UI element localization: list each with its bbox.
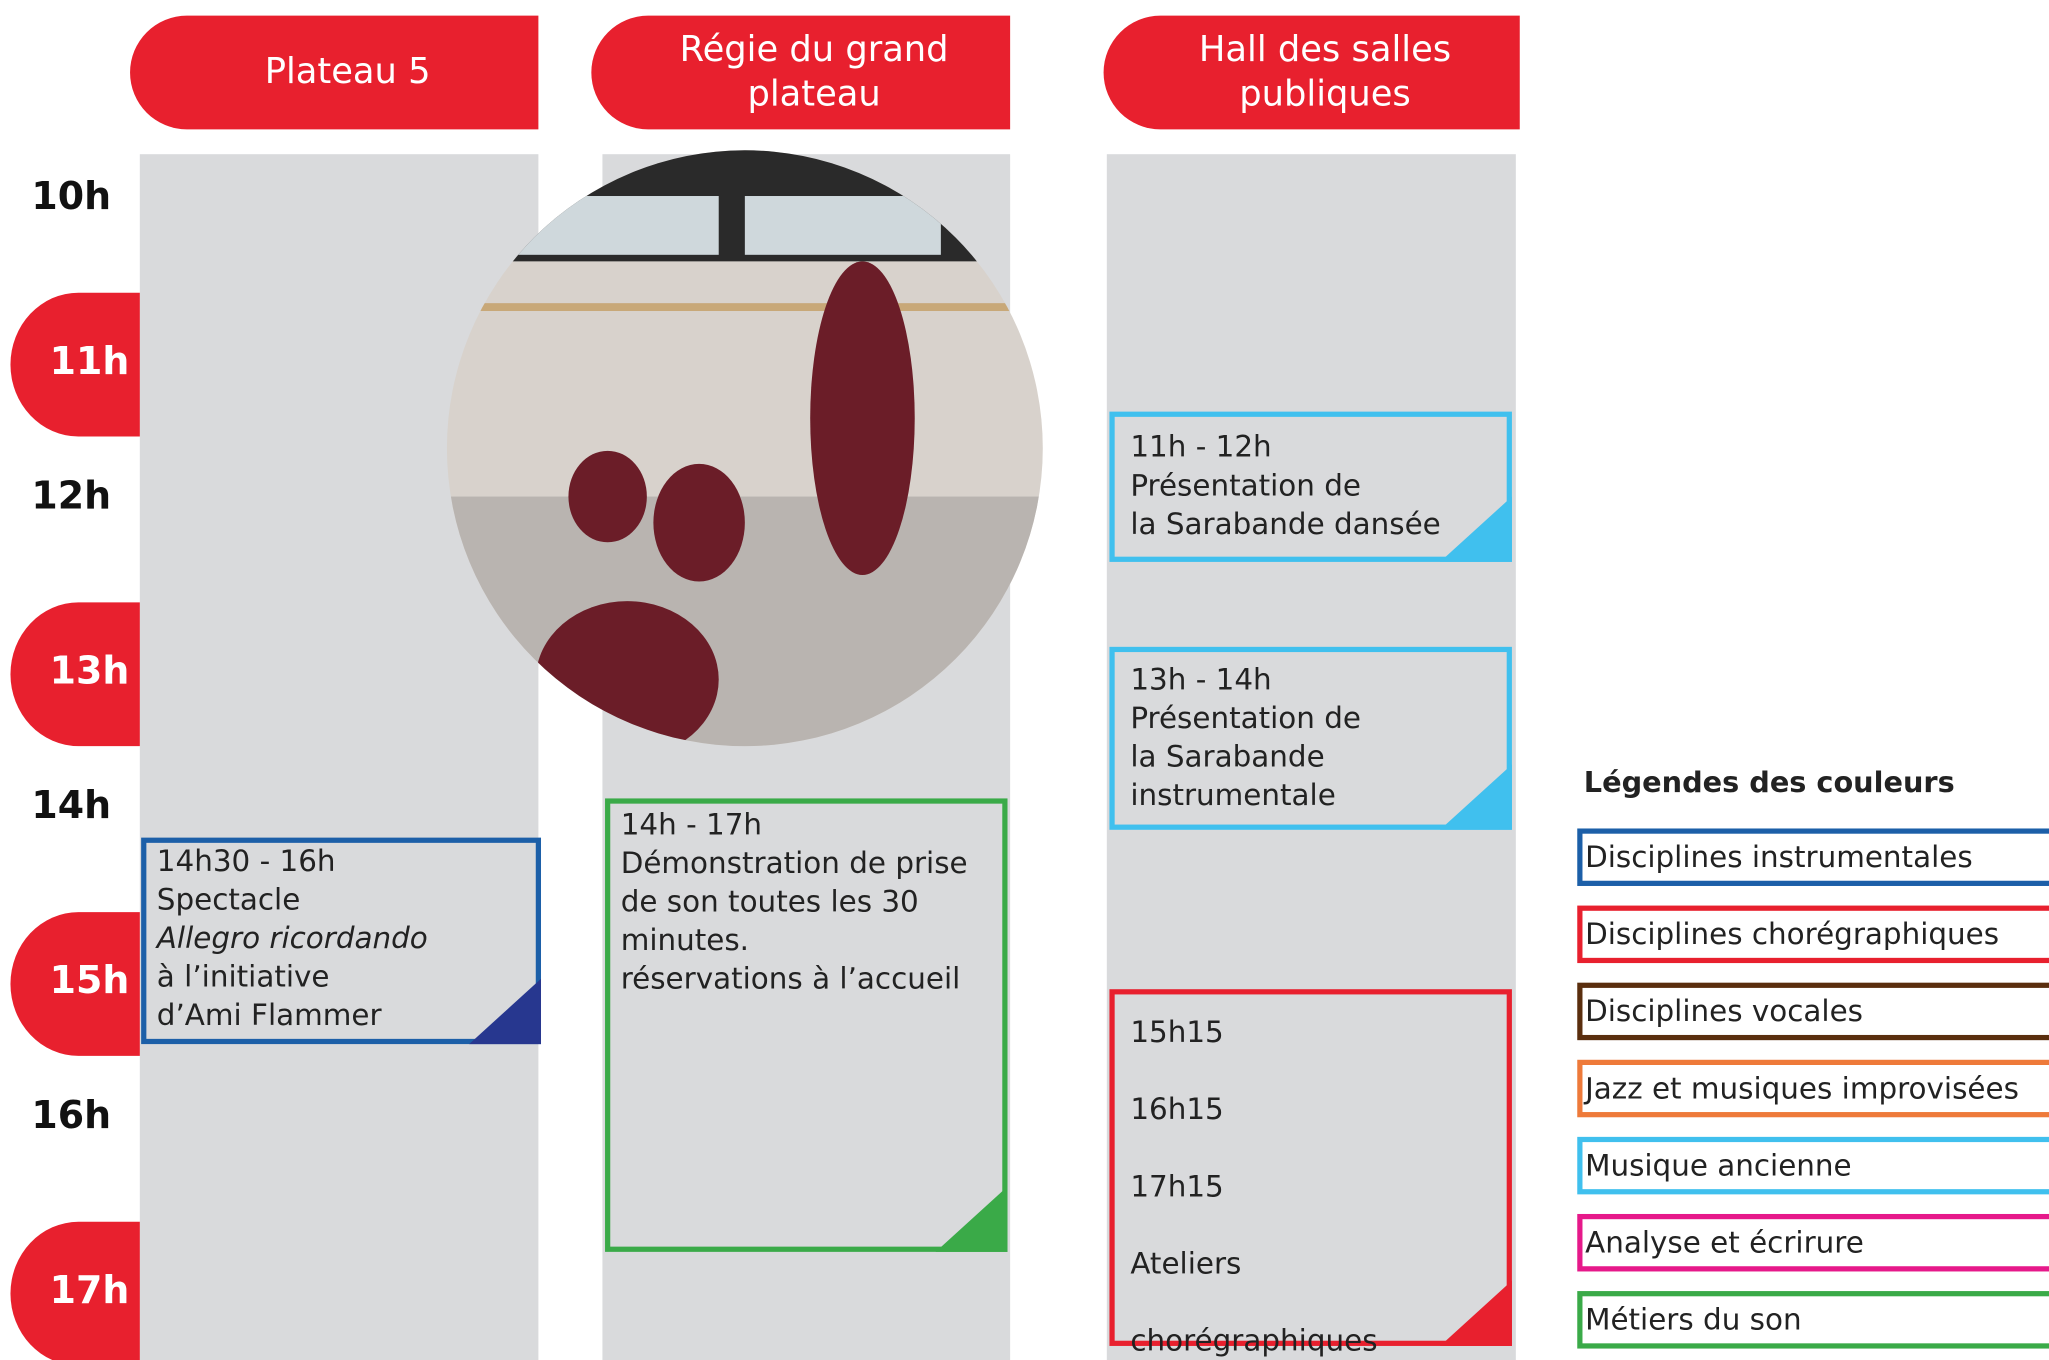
event-box xyxy=(1109,411,1512,562)
hour-label: 17h xyxy=(50,1268,130,1312)
legend-box xyxy=(1577,1136,2049,1195)
event-corner xyxy=(935,1186,1008,1252)
legend-box xyxy=(1577,1213,2049,1272)
photo-dancer xyxy=(568,450,647,543)
column-title: Régie du grand xyxy=(680,29,949,70)
hour-bubble xyxy=(10,1221,140,1360)
event-text: Allegro ricordando xyxy=(155,921,428,955)
column-title: Plateau 5 xyxy=(265,51,431,92)
photo-dancer xyxy=(653,463,745,582)
hour-bubble xyxy=(10,602,140,747)
hour-label: 10h xyxy=(31,174,111,218)
column-header xyxy=(1103,15,1520,130)
event-text: 15h15 xyxy=(1130,1015,1223,1049)
column-bg xyxy=(1106,154,1516,1360)
legend-label: Disciplines instrumentales xyxy=(1585,840,1973,874)
event-text: 11h - 12h xyxy=(1130,430,1271,464)
event-text: minutes. xyxy=(621,923,749,957)
legend-label: Disciplines chorégraphiques xyxy=(1585,917,1999,951)
column-header xyxy=(130,15,539,130)
photo-barre xyxy=(470,303,1020,312)
legend-label: Musique ancienne xyxy=(1585,1148,1852,1182)
hour-label: 13h xyxy=(50,648,130,692)
event-text: 14h - 17h xyxy=(621,807,762,841)
event-text: Spectacle xyxy=(157,883,301,917)
event-text: instrumentale xyxy=(1130,778,1335,812)
event-text: Présentation de xyxy=(1130,701,1361,735)
event-text: la Sarabande xyxy=(1130,739,1324,773)
legend-title: Légendes des couleurs xyxy=(1584,765,1955,799)
legend-label: Disciplines vocales xyxy=(1585,994,1863,1028)
event-text: 14h30 - 16h xyxy=(157,844,336,878)
legend-label: Analyse et écrirure xyxy=(1585,1226,1864,1260)
event-text: Démonstration de prise xyxy=(621,846,968,880)
legend-box xyxy=(1577,828,2049,886)
hour-label: 16h xyxy=(31,1093,111,1137)
event-corner xyxy=(1440,764,1512,830)
legend-label: Jazz et musiques improvisées xyxy=(1583,1071,2019,1105)
event-text: réservations à l’accueil xyxy=(621,962,961,996)
legend-box xyxy=(1577,982,2049,1041)
event-text: chorégraphiques xyxy=(1130,1324,1377,1358)
photo-glass xyxy=(509,196,719,255)
event-text: d’Ami Flammer xyxy=(157,998,383,1032)
hour-bubble xyxy=(10,292,140,437)
event-box xyxy=(1109,646,1512,830)
legend-box xyxy=(1577,905,2049,964)
hour-label: 11h xyxy=(50,339,130,383)
hour-label: 12h xyxy=(31,473,111,517)
column-title: publiques xyxy=(1239,73,1411,114)
event-text: 16h15 xyxy=(1130,1092,1223,1126)
photo-glass xyxy=(744,196,941,255)
event-corner xyxy=(1440,1280,1512,1346)
event-text: Présentation de xyxy=(1130,468,1361,502)
photo-dancer xyxy=(810,261,915,575)
hour-label: 15h xyxy=(50,958,130,1002)
legend-box xyxy=(1577,1059,2049,1118)
column-title: plateau xyxy=(747,73,880,114)
event-text: 17h15 xyxy=(1130,1169,1223,1203)
event-text: à l’initiative xyxy=(157,960,330,994)
hour-label: 14h xyxy=(31,783,111,827)
column-header xyxy=(591,15,1011,130)
event-box xyxy=(605,798,1008,1252)
event-text: Ateliers xyxy=(1130,1246,1241,1280)
event-text: 13h - 14h xyxy=(1130,662,1271,696)
event-box xyxy=(1109,989,1512,1346)
column-title: Hall des salles xyxy=(1199,29,1451,70)
legend-box xyxy=(1577,1291,2049,1349)
event-text: de son toutes les 30 xyxy=(621,884,919,918)
legend-label: Métiers du son xyxy=(1585,1303,1802,1337)
hour-bubble xyxy=(10,912,140,1056)
event-box xyxy=(141,837,542,1045)
event-text: la Sarabande dansée xyxy=(1130,507,1440,541)
